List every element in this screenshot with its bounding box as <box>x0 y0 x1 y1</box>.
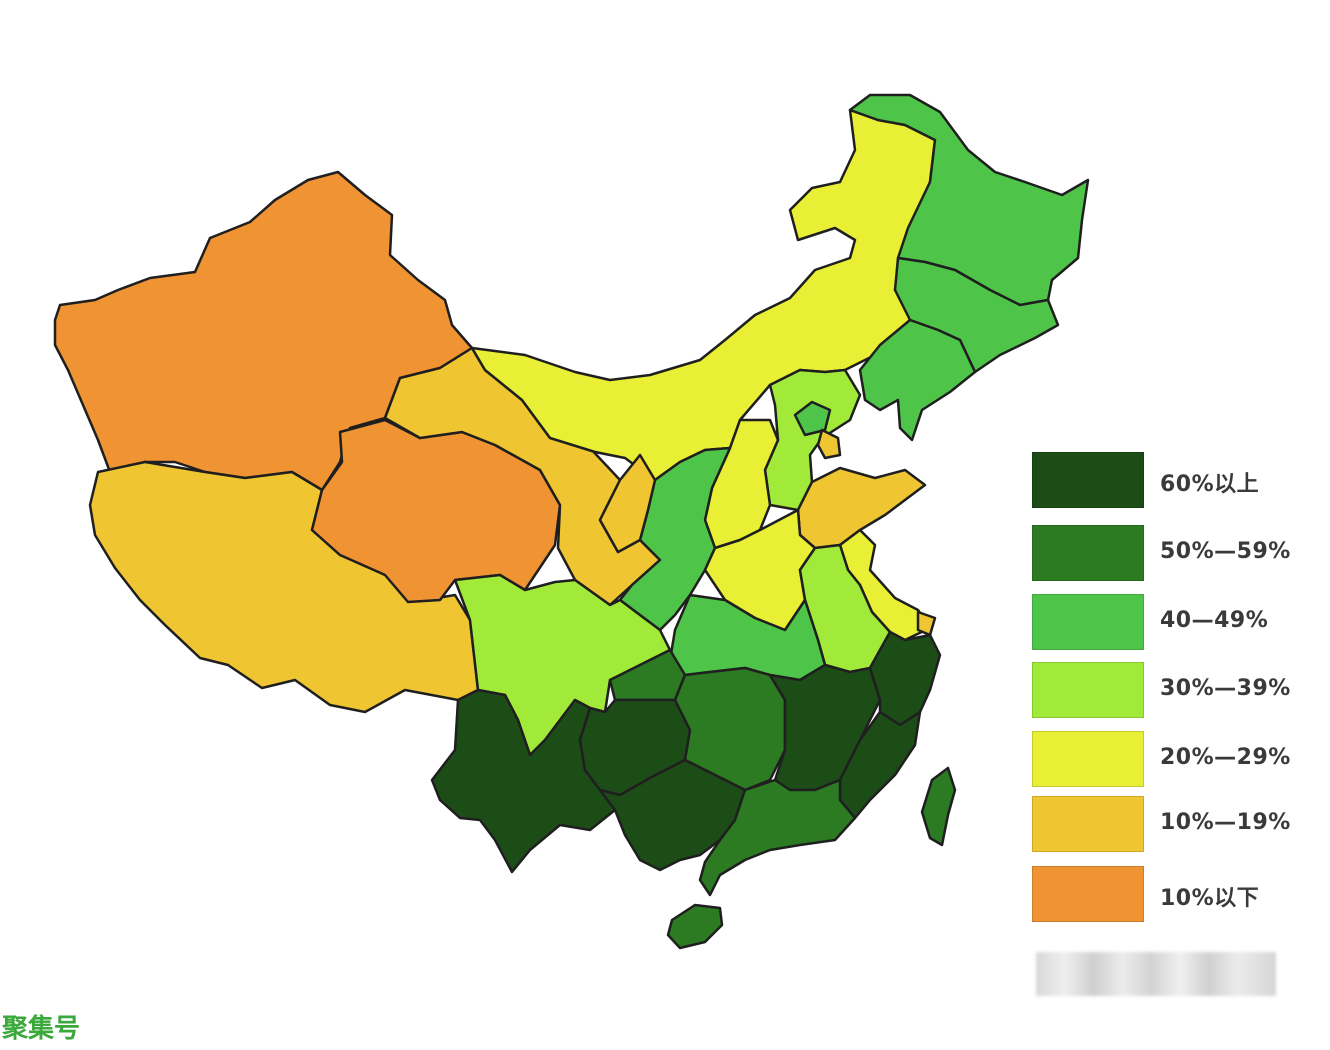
legend-swatch <box>1032 525 1144 581</box>
legend-item-50-59: 50%—59% <box>1032 525 1322 583</box>
region-inner-mongolia <box>470 108 937 482</box>
region-hainan <box>666 903 724 950</box>
legend-item-20-29: 20%—29% <box>1032 731 1322 789</box>
region-ningxia <box>598 453 657 554</box>
region-beijing <box>793 400 832 437</box>
legend-label: 30%—39% <box>1160 676 1291 701</box>
legend-label: 10%以下 <box>1160 886 1260 911</box>
region-shanghai <box>916 610 937 637</box>
legend-swatch <box>1032 662 1144 718</box>
legend-swatch <box>1032 452 1144 508</box>
region-tianjin <box>816 428 842 460</box>
legend-label: 40—49% <box>1160 608 1269 633</box>
blurred-caption <box>1036 952 1276 996</box>
region-heilongjiang <box>848 93 1090 307</box>
legend-item-30-39: 30%—39% <box>1032 662 1322 720</box>
watermark-text: 聚集号 <box>2 1014 81 1044</box>
legend-label: 50%—59% <box>1160 539 1291 564</box>
region-taiwan <box>920 766 957 847</box>
legend-label: 10%—19% <box>1160 810 1291 835</box>
legend-label: 60%以上 <box>1160 472 1260 497</box>
region-guangdong <box>698 778 857 897</box>
region-zhejiang <box>868 630 942 727</box>
legend-item-below-10: 10%以下 <box>1032 866 1322 924</box>
legend-item-60-plus: 60%以上 <box>1032 452 1322 510</box>
legend-swatch <box>1032 594 1144 650</box>
legend-swatch <box>1032 731 1144 787</box>
legend-label: 20%—29% <box>1160 745 1291 770</box>
legend-item-40-49: 40—49% <box>1032 594 1322 652</box>
legend-swatch <box>1032 796 1144 852</box>
legend-item-10-19: 10%—19% <box>1032 796 1322 854</box>
region-liaoning <box>858 318 977 442</box>
legend-swatch <box>1032 866 1144 922</box>
